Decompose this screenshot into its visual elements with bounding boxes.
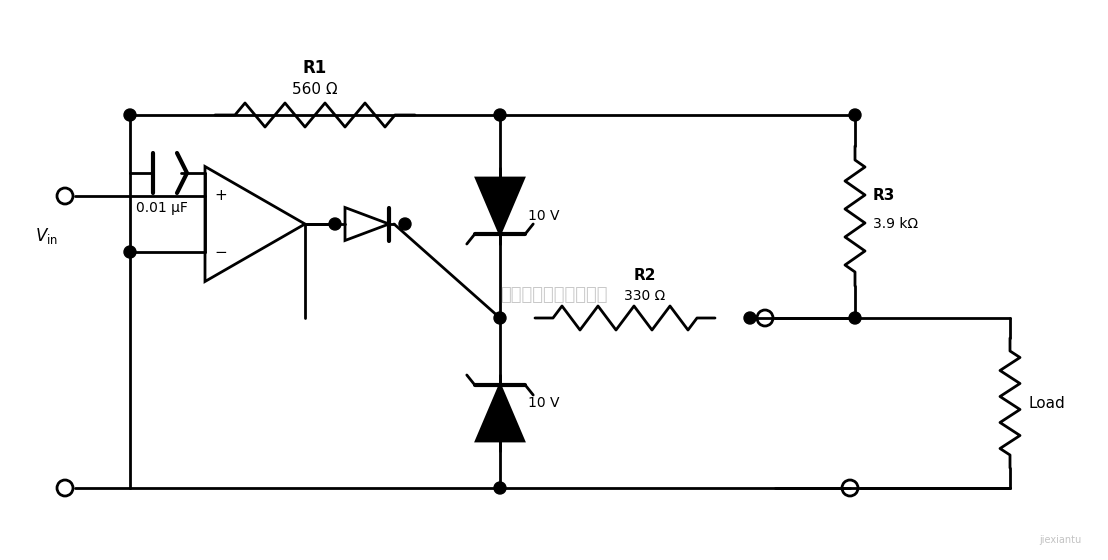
Circle shape [329,218,341,230]
Polygon shape [476,385,524,441]
Circle shape [743,312,756,324]
Text: R3: R3 [873,189,895,203]
Text: 3.9 kΩ: 3.9 kΩ [873,217,919,231]
Circle shape [494,109,506,121]
Circle shape [124,246,136,258]
Text: R1: R1 [302,59,327,77]
Text: 0.01 μF: 0.01 μF [136,201,188,215]
Text: 杭州将睿科技有限公司: 杭州将睿科技有限公司 [500,286,608,304]
Text: 330 Ω: 330 Ω [625,289,666,303]
Circle shape [124,109,136,121]
Text: 10 V: 10 V [529,209,560,223]
Text: 560 Ω: 560 Ω [293,82,338,97]
Circle shape [494,482,506,494]
Circle shape [399,218,411,230]
Text: Load: Load [1028,395,1065,410]
Text: $V_{\mathrm{in}}$: $V_{\mathrm{in}}$ [35,226,58,246]
Text: R2: R2 [634,268,656,283]
Circle shape [849,109,861,121]
Polygon shape [476,178,524,234]
Text: 10 V: 10 V [529,396,560,410]
Text: jiexiantu: jiexiantu [1039,535,1081,545]
Text: +: + [215,188,227,203]
Circle shape [494,312,506,324]
Text: −: − [215,245,227,260]
Circle shape [849,312,861,324]
